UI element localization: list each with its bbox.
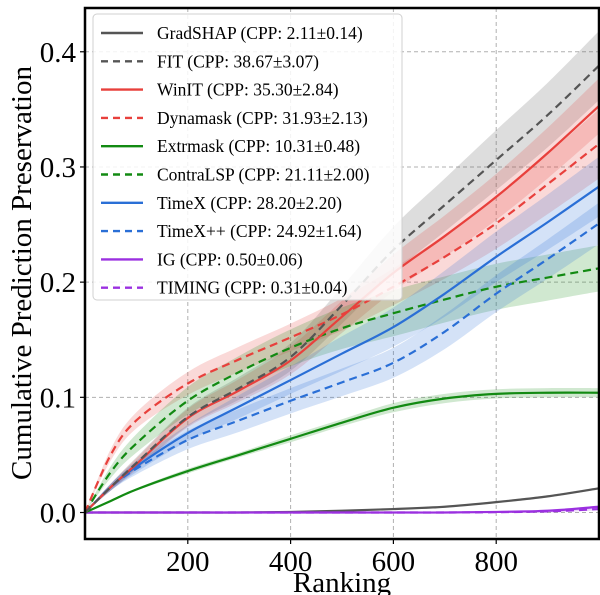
legend-label: IG (CPP: 0.50±0.06)	[157, 249, 303, 269]
x-axis-label: Ranking	[293, 567, 391, 595]
legend-label: Dynamask (CPP: 31.93±2.13)	[157, 108, 368, 128]
series-line	[83, 143, 600, 513]
legend-label: Extrmask (CPP: 10.31±0.48)	[157, 136, 360, 156]
y-tick-label: 0.1	[40, 382, 76, 414]
legend-label: TIMING (CPP: 0.31±0.04)	[157, 278, 348, 298]
confidence-band	[85, 31, 599, 513]
x-tick-label: 200	[166, 546, 210, 578]
series-lines	[83, 64, 600, 514]
legend-label: WinIT (CPP: 35.30±2.84)	[157, 80, 339, 100]
series-line	[84, 185, 600, 514]
legend-label: TimeX (CPP: 28.20±2.20)	[157, 193, 342, 213]
x-tick-label: 400	[269, 546, 313, 578]
legend-box	[92, 13, 403, 301]
x-tick-label: 600	[372, 546, 416, 578]
y-tick-label: 0.0	[40, 498, 76, 530]
y-axis: 0.0 0.1 0.2 0.3 0.4	[40, 37, 85, 530]
series-line	[84, 64, 600, 514]
series-line	[84, 391, 600, 514]
legend-label: TimeX++ (CPP: 24.92±1.64)	[157, 221, 362, 241]
legend-label: GradSHAP (CPP: 2.11±0.14)	[157, 23, 363, 43]
series-line	[84, 267, 600, 514]
y-tick-label: 0.2	[40, 267, 76, 299]
series-line	[85, 487, 600, 514]
x-axis: 200 400 600 800	[166, 539, 518, 578]
legend-label: FIT (CPP: 38.67±3.07)	[157, 51, 319, 71]
confidence-band	[85, 202, 599, 513]
y-axis-label: Cumulative Prediction Preservation	[6, 66, 38, 480]
series-line	[85, 505, 600, 514]
series-line	[84, 222, 600, 514]
plot-frame	[83, 6, 600, 541]
y-tick-label: 0.3	[40, 152, 76, 184]
legend: GradSHAP (CPP: 2.11±0.14) FIT (CPP: 38.67…	[92, 13, 403, 301]
x-tick-label: 800	[474, 546, 518, 578]
confidence-band	[85, 245, 599, 513]
y-tick-label: 0.4	[40, 37, 77, 69]
confidence-band	[85, 156, 599, 513]
legend-label: ContraLSP (CPP: 21.11±2.00)	[157, 165, 370, 185]
confidence-band	[85, 109, 599, 513]
